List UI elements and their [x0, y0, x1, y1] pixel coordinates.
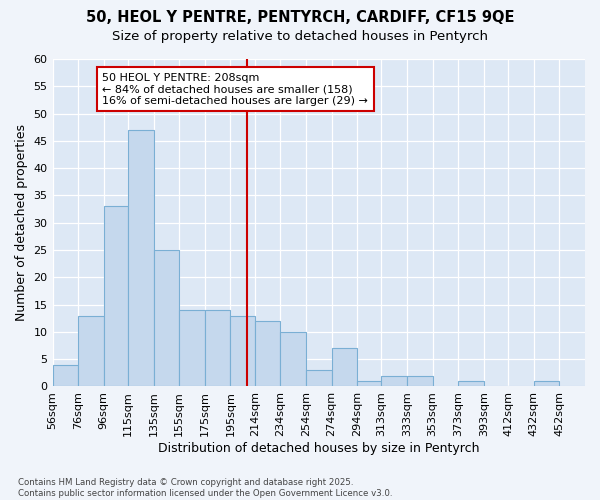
Text: 50 HEOL Y PENTRE: 208sqm
← 84% of detached houses are smaller (158)
16% of semi-: 50 HEOL Y PENTRE: 208sqm ← 84% of detach…: [103, 72, 368, 106]
Bar: [280, 332, 306, 386]
Bar: [78, 316, 104, 386]
Bar: [104, 206, 128, 386]
Bar: [205, 310, 230, 386]
Bar: [382, 376, 407, 386]
Bar: [534, 381, 559, 386]
Bar: [230, 316, 255, 386]
Y-axis label: Number of detached properties: Number of detached properties: [15, 124, 28, 321]
Bar: [357, 381, 382, 386]
Text: 50, HEOL Y PENTRE, PENTYRCH, CARDIFF, CF15 9QE: 50, HEOL Y PENTRE, PENTYRCH, CARDIFF, CF…: [86, 10, 514, 25]
Text: Contains HM Land Registry data © Crown copyright and database right 2025.
Contai: Contains HM Land Registry data © Crown c…: [18, 478, 392, 498]
Bar: [179, 310, 205, 386]
Bar: [458, 381, 484, 386]
Bar: [255, 321, 280, 386]
Bar: [53, 364, 78, 386]
Text: Size of property relative to detached houses in Pentyrch: Size of property relative to detached ho…: [112, 30, 488, 43]
Bar: [306, 370, 332, 386]
Bar: [154, 250, 179, 386]
Bar: [128, 130, 154, 386]
X-axis label: Distribution of detached houses by size in Pentyrch: Distribution of detached houses by size …: [158, 442, 479, 455]
Bar: [332, 348, 357, 387]
Bar: [407, 376, 433, 386]
